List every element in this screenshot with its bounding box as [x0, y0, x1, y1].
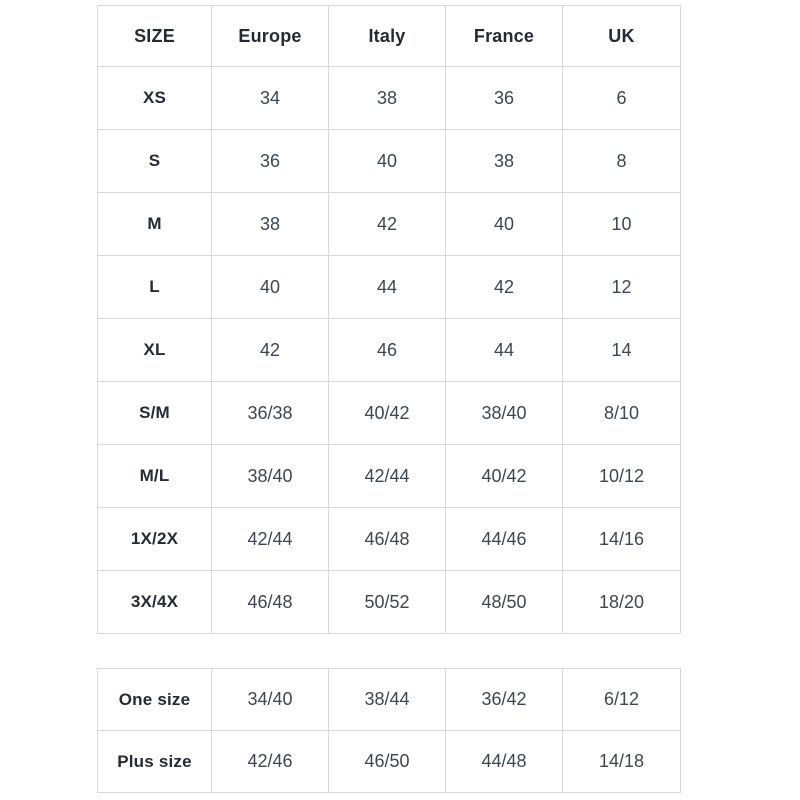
region-column-header: France: [445, 5, 563, 67]
value-cell: 6/12: [562, 668, 681, 731]
size-label-cell: M/L: [97, 444, 212, 508]
table-row: S/M 36/38 40/42 38/40 8/10: [97, 381, 681, 445]
value-cell: 44: [445, 318, 563, 382]
secondary-table-body: One size 34/40 38/44 36/42 6/12 Plus size 42/4…: [97, 668, 681, 793]
value-cell: 44/46: [445, 507, 563, 571]
table-row: XL 42 46 44 14: [97, 318, 681, 382]
main-table-head: SIZE Europe Italy France UK: [97, 5, 681, 67]
value-cell: 46: [328, 318, 446, 382]
size-label-cell: L: [97, 255, 212, 319]
value-cell: 6: [562, 66, 681, 130]
value-cell: 36: [445, 66, 563, 130]
region-column-header: UK: [562, 5, 681, 67]
size-label-cell: 1X/2X: [97, 507, 212, 571]
table-row: S 36 40 38 8: [97, 129, 681, 193]
value-cell: 50/52: [328, 570, 446, 634]
value-cell: 42/44: [211, 507, 329, 571]
size-label-cell: S: [97, 129, 212, 193]
value-cell: 38: [445, 129, 563, 193]
value-cell: 12: [562, 255, 681, 319]
value-cell: 42: [328, 192, 446, 256]
value-cell: 36: [211, 129, 329, 193]
size-label-cell: One size: [97, 668, 212, 731]
value-cell: 46/48: [211, 570, 329, 634]
value-cell: 10/12: [562, 444, 681, 508]
value-cell: 40: [211, 255, 329, 319]
value-cell: 40/42: [328, 381, 446, 445]
value-cell: 14: [562, 318, 681, 382]
size-label-cell: 3X/4X: [97, 570, 212, 634]
size-label-cell: XS: [97, 66, 212, 130]
table-row: One size 34/40 38/44 36/42 6/12: [97, 668, 681, 731]
value-cell: 10: [562, 192, 681, 256]
region-column-header: Italy: [328, 5, 446, 67]
value-cell: 40: [445, 192, 563, 256]
value-cell: 40: [328, 129, 446, 193]
table-row: 3X/4X 46/48 50/52 48/50 18/20: [97, 570, 681, 634]
table-row: 1X/2X 42/44 46/48 44/46 14/16: [97, 507, 681, 571]
value-cell: 14/18: [562, 730, 681, 793]
value-cell: 38: [328, 66, 446, 130]
size-label-cell: Plus size: [97, 730, 212, 793]
table-row: M 38 42 40 10: [97, 192, 681, 256]
value-cell: 34/40: [211, 668, 329, 731]
secondary-size-table: One size 34/40 38/44 36/42 6/12 Plus size 42/4…: [97, 668, 681, 793]
value-cell: 40/42: [445, 444, 563, 508]
main-table-body: XS 34 38 36 6 S 36 40 38 8 M 38 42 40 10 L 40 44 42 12 XL 42 4…: [97, 66, 681, 634]
value-cell: 44/48: [445, 730, 563, 793]
value-cell: 8: [562, 129, 681, 193]
value-cell: 8/10: [562, 381, 681, 445]
table-row: L 40 44 42 12: [97, 255, 681, 319]
header-row: SIZE Europe Italy France UK: [97, 5, 681, 67]
value-cell: 48/50: [445, 570, 563, 634]
value-cell: 38/40: [445, 381, 563, 445]
size-label-cell: S/M: [97, 381, 212, 445]
value-cell: 36/42: [445, 668, 563, 731]
value-cell: 42/46: [211, 730, 329, 793]
size-label-cell: M: [97, 192, 212, 256]
value-cell: 38: [211, 192, 329, 256]
value-cell: 44: [328, 255, 446, 319]
value-cell: 36/38: [211, 381, 329, 445]
main-size-table: SIZE Europe Italy France UK XS 34 38 36 6 S 36 40 38…: [97, 5, 681, 634]
region-column-header: Europe: [211, 5, 329, 67]
value-cell: 34: [211, 66, 329, 130]
value-cell: 42: [211, 318, 329, 382]
value-cell: 42/44: [328, 444, 446, 508]
size-label-cell: XL: [97, 318, 212, 382]
value-cell: 42: [445, 255, 563, 319]
value-cell: 38/40: [211, 444, 329, 508]
value-cell: 38/44: [328, 668, 446, 731]
value-cell: 18/20: [562, 570, 681, 634]
value-cell: 14/16: [562, 507, 681, 571]
value-cell: 46/50: [328, 730, 446, 793]
value-cell: 46/48: [328, 507, 446, 571]
table-row: Plus size 42/46 46/50 44/48 14/18: [97, 730, 681, 793]
size-column-header: SIZE: [97, 5, 212, 67]
table-row: M/L 38/40 42/44 40/42 10/12: [97, 444, 681, 508]
table-row: XS 34 38 36 6: [97, 66, 681, 130]
